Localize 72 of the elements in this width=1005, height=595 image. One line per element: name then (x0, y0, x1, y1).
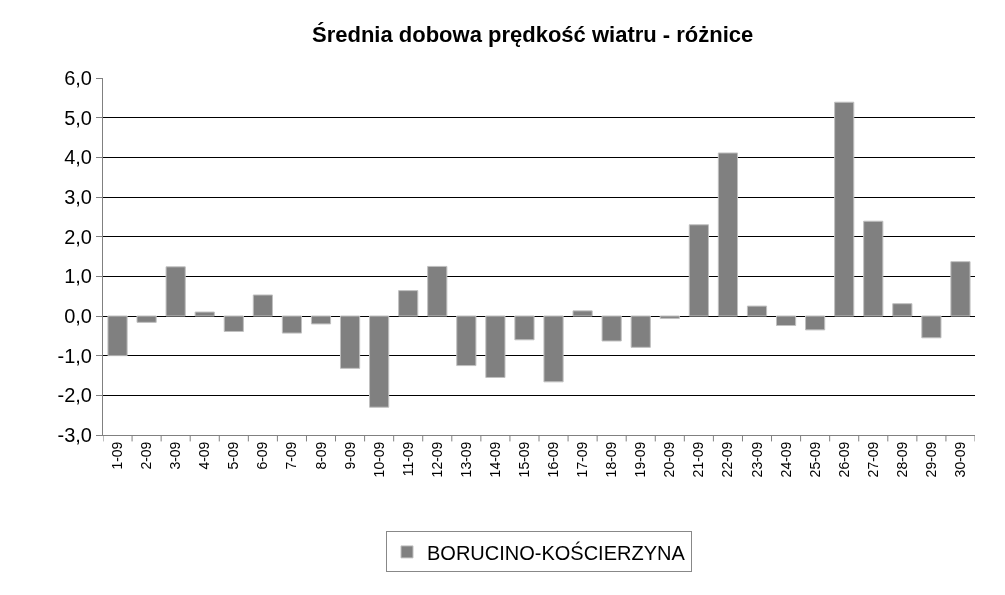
y-tick-label: 0,0 (64, 305, 92, 327)
bar (107, 315, 128, 357)
bar (223, 315, 244, 332)
bar (892, 303, 913, 317)
x-tick-label: 23-09 (748, 441, 765, 478)
bar (485, 315, 506, 378)
x-tick-label: 10-09 (370, 441, 387, 478)
bar (717, 152, 739, 317)
bar (572, 310, 593, 317)
x-tick-label: 1-09 (109, 441, 126, 470)
x-tick-label: 2-09 (138, 441, 155, 470)
x-tick-label: 28-09 (893, 441, 910, 478)
bar (543, 315, 564, 383)
x-tick-label: 12-09 (428, 441, 445, 478)
x-tick-label: 19-09 (632, 441, 649, 478)
bar (863, 220, 884, 317)
x-tick-label: 26-09 (835, 441, 852, 478)
x-tick-label: 21-09 (690, 441, 707, 478)
legend-label: BORUCINO-KOŚCIERZYNA (427, 540, 686, 564)
bar (659, 315, 680, 319)
bar (805, 315, 826, 331)
x-tick-label: 13-09 (457, 441, 474, 478)
x-tick-label: 5-09 (225, 441, 242, 470)
x-tick-label: 9-09 (341, 441, 358, 470)
bar (921, 315, 942, 339)
bar (688, 224, 709, 317)
x-tick-label: 15-09 (516, 441, 533, 478)
y-tick-label: 5,0 (64, 106, 92, 129)
bar (136, 315, 157, 323)
bar (630, 315, 651, 348)
bar (281, 315, 303, 334)
bar (427, 265, 448, 317)
y-tick-label: 2,0 (64, 225, 92, 248)
y-tick-label: 4,0 (64, 146, 92, 169)
x-tick-label: 22-09 (719, 441, 736, 478)
x-tick-label: 4-09 (196, 441, 213, 470)
bar (339, 315, 361, 369)
x-tick-label: 18-09 (603, 441, 620, 478)
y-tick-label: -3,0 (57, 424, 92, 446)
bar (775, 315, 797, 327)
x-tick-label: 25-09 (806, 441, 823, 478)
bar (746, 305, 768, 317)
x-tick-label: 17-09 (574, 441, 591, 478)
x-tick-label: 29-09 (922, 441, 939, 478)
y-tick-label: 6,0 (64, 67, 92, 89)
bar (456, 315, 477, 367)
bar (165, 266, 186, 317)
x-tick-label: 8-09 (312, 441, 329, 470)
bar (310, 315, 332, 325)
bar (601, 315, 622, 342)
bar (950, 261, 971, 317)
bar (514, 315, 535, 341)
chart-title: Średnia dobowa prędkość wiatru - różnice (311, 22, 754, 48)
x-tick-label: 30-09 (952, 441, 969, 478)
x-tick-label: 24-09 (777, 441, 794, 478)
bar (398, 290, 419, 317)
bar (194, 311, 215, 317)
x-tick-label: 7-09 (283, 441, 300, 470)
y-tick-label: 3,0 (64, 186, 92, 208)
x-tick-label: 14-09 (486, 441, 503, 478)
x-tick-label: 11-09 (399, 441, 416, 477)
bar (252, 294, 273, 317)
y-tick-label: -2,0 (57, 384, 92, 407)
x-tick-label: 16-09 (545, 441, 562, 478)
x-tick-label: 3-09 (167, 441, 184, 470)
y-tick-label: -1,0 (57, 344, 92, 367)
bar (369, 315, 390, 408)
bar (834, 101, 855, 317)
x-tick-label: 6-09 (254, 441, 271, 470)
x-tick-label: 20-09 (661, 441, 678, 478)
y-tick-label: 1,0 (64, 265, 92, 288)
x-tick-label: 27-09 (864, 441, 881, 478)
